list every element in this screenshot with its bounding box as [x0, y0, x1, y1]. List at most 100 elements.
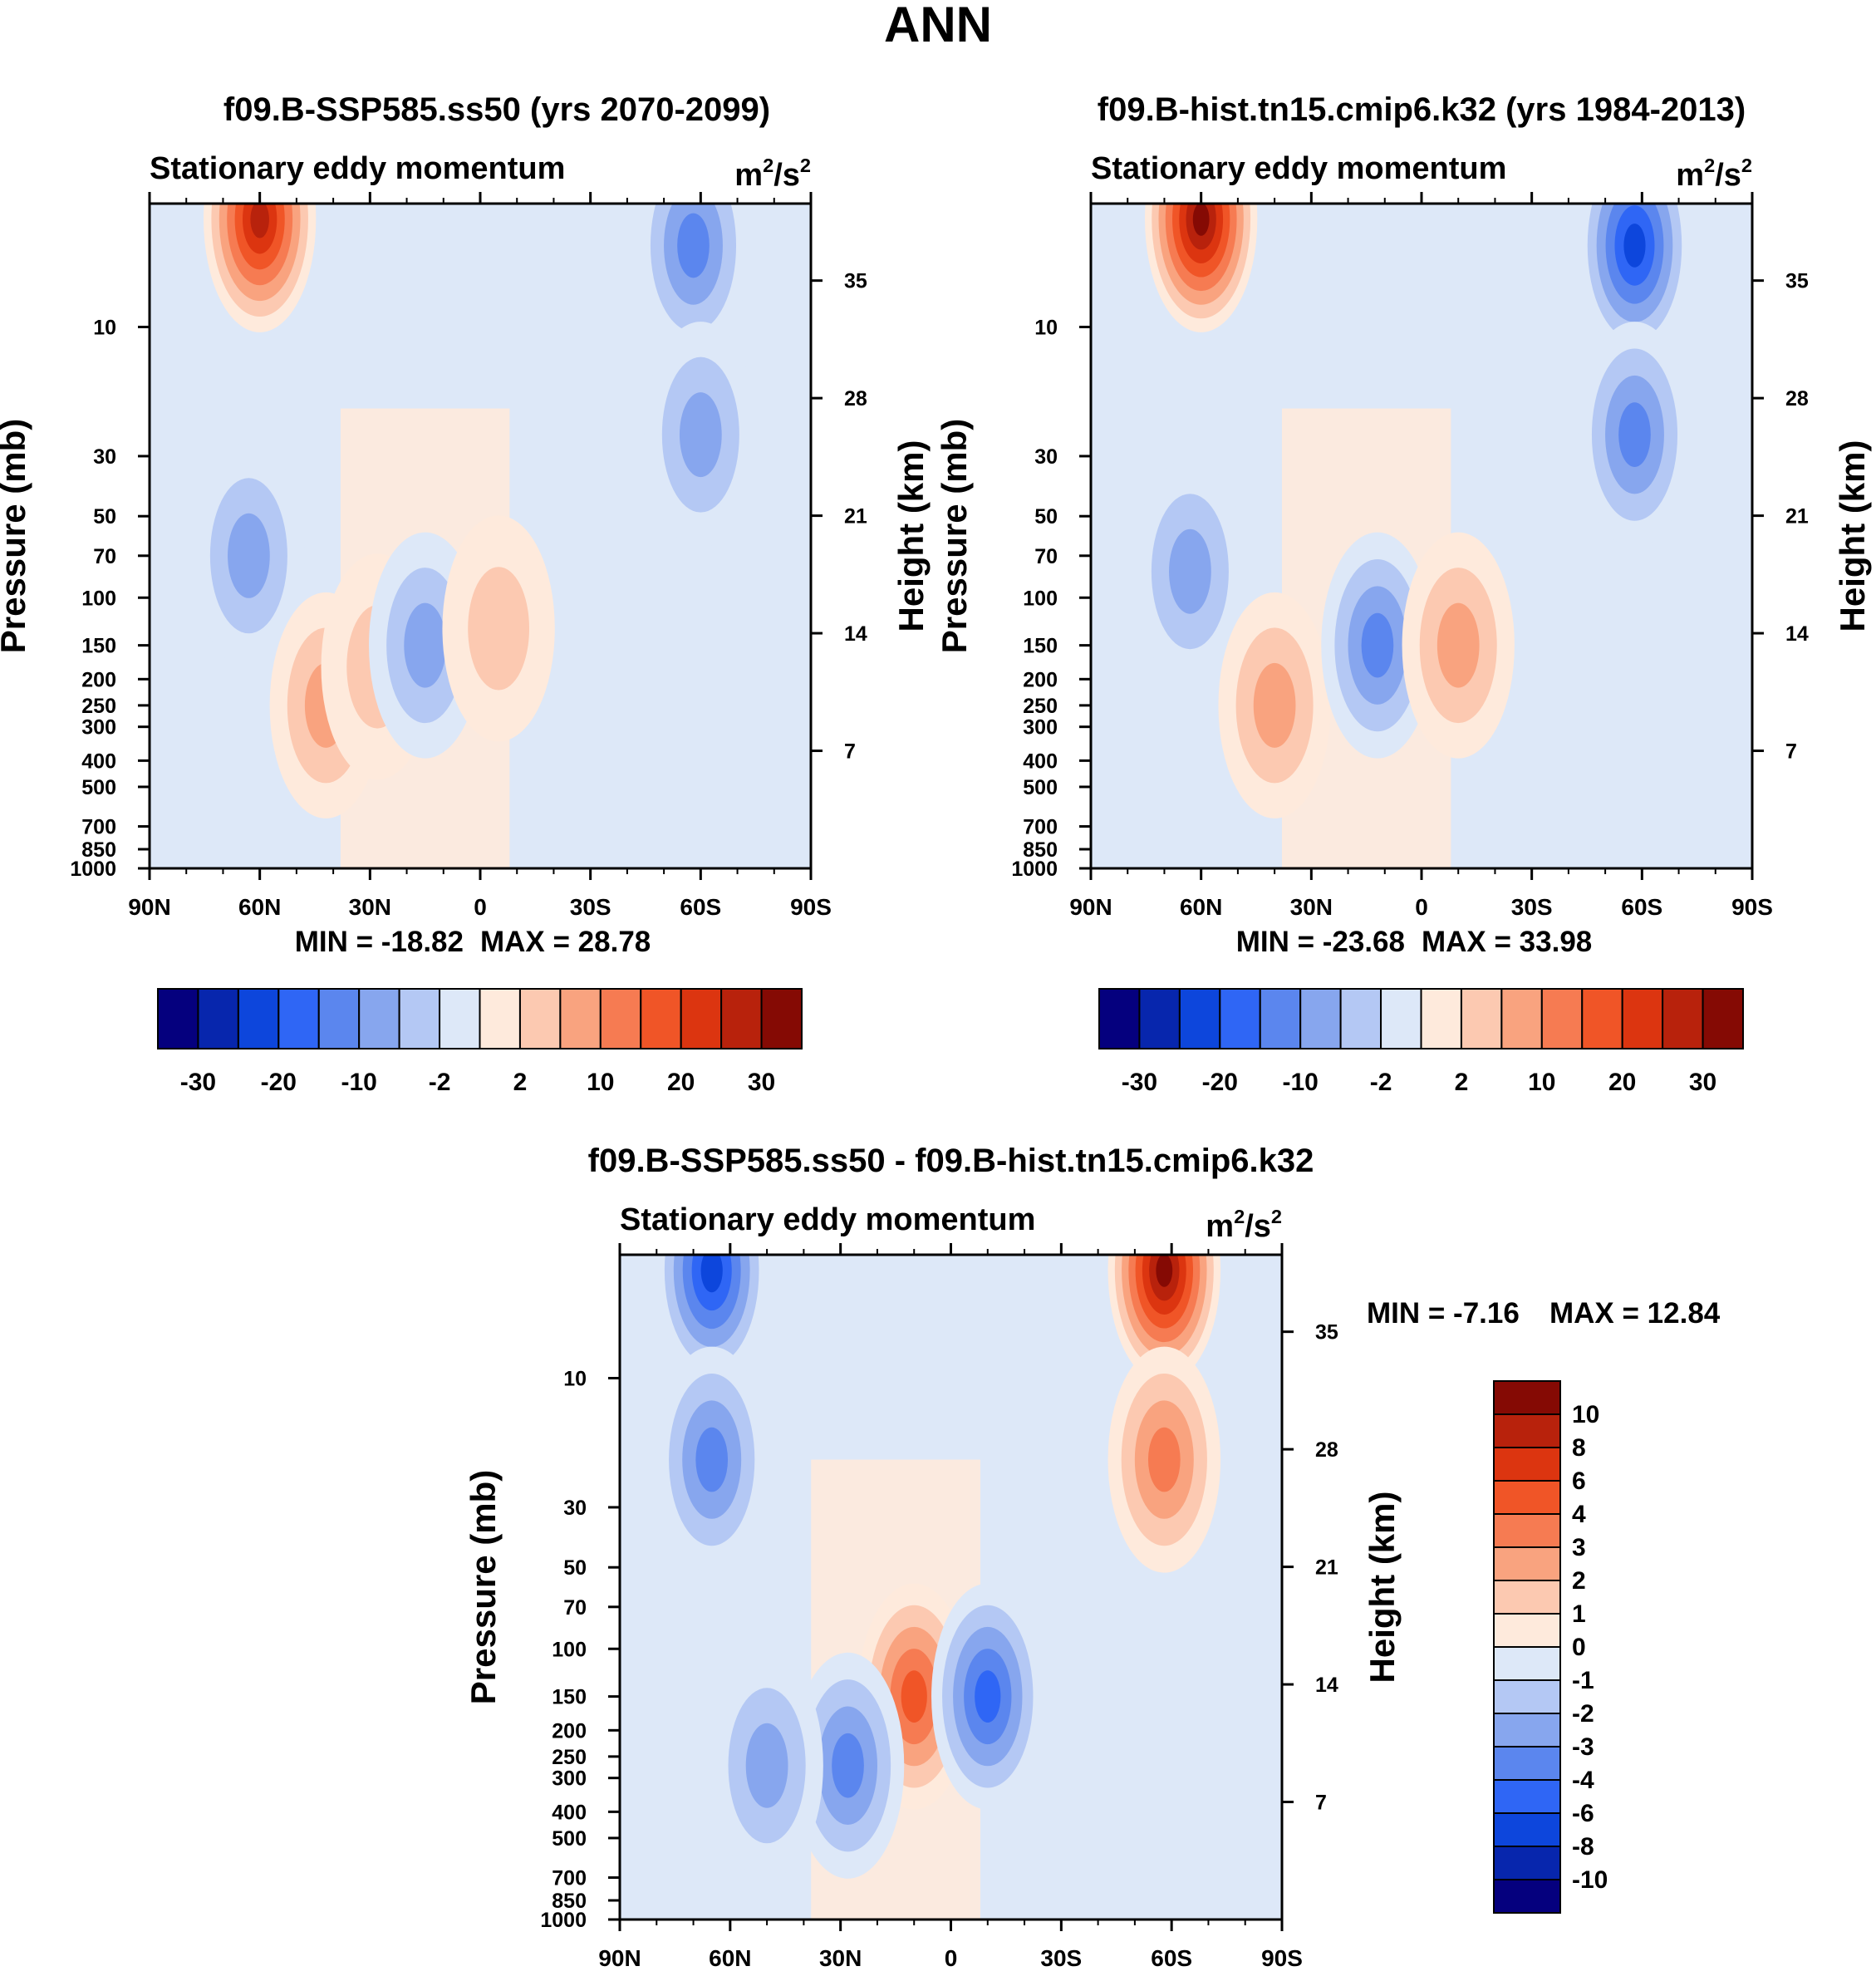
colorbar-label: 2	[1455, 1069, 1469, 1096]
colorbar-label: -2	[429, 1069, 451, 1096]
colorbar-swatch	[1493, 1380, 1561, 1415]
field-layer	[1133, 204, 1692, 868]
x-tick-label: 60S	[680, 894, 721, 920]
contour-fill-7-3	[1147, 1427, 1181, 1492]
y-axis-title: Pressure (mb)	[0, 419, 32, 653]
panel-left-label: Stationary eddy momentum	[1091, 151, 1506, 186]
colorbar-swatch	[1493, 1447, 1561, 1482]
y-tick-label: 30	[1034, 445, 1058, 469]
contour-fill-4-2	[1436, 602, 1480, 688]
colorbar-swatch	[237, 988, 280, 1049]
height-tick-label: 7	[1785, 740, 1797, 764]
max-label: MAX = 28.78	[480, 926, 651, 958]
height-tick-label: 14	[1315, 1674, 1338, 1697]
y-tick-label: 50	[93, 505, 116, 528]
colorbar-swatch	[1138, 988, 1181, 1049]
y-tick-label: 850	[81, 838, 116, 862]
height-tick-label: 35	[1785, 270, 1809, 293]
min-label: MIN = -7.16	[1367, 1297, 1520, 1330]
y-tick-label: 100	[81, 587, 116, 610]
contour-fill-6-7	[1156, 1255, 1173, 1287]
y-tick-label: 150	[552, 1686, 587, 1709]
x-tick-label: 90N	[598, 1945, 641, 1971]
panel-title: f09.B-hist.tn15.cmip6.k32 (yrs 1984-2013…	[1098, 91, 1746, 128]
colorbar-swatch	[479, 988, 521, 1049]
panel-left-label: Stationary eddy momentum	[150, 151, 565, 186]
y-tick-label: 30	[93, 445, 116, 469]
colorbar-swatch	[760, 988, 803, 1049]
x-tick-label: 30N	[819, 1945, 862, 1971]
colorbar-label: -20	[1202, 1069, 1238, 1096]
height-tick-label: 14	[844, 622, 867, 646]
colorbar-label: -3	[1572, 1733, 1594, 1761]
y-tick-label: 1000	[1011, 858, 1058, 881]
min-label: MIN = -18.82	[295, 926, 464, 958]
contour-fill-0-5	[700, 1255, 723, 1293]
panel-difference: f09.B-SSP585.ss50 - f09.B-hist.tn15.cmip…	[464, 1143, 1721, 1971]
colorbar-label: 4	[1572, 1501, 1586, 1528]
height-tick-label: 14	[1785, 622, 1809, 646]
y-tick-label: 200	[81, 668, 116, 691]
x-tick-label: 90S	[1731, 894, 1773, 920]
contour-fill-4-2	[404, 602, 447, 688]
x-tick-label: 30N	[1290, 894, 1333, 920]
colorbar-label: 1	[1572, 1600, 1586, 1628]
y-tick-label: 70	[1034, 545, 1058, 568]
contour-fill-5-1	[468, 567, 530, 691]
y-tick-label: 10	[93, 317, 116, 340]
contour-fill-1-3	[695, 1427, 729, 1492]
colorbar-swatch	[1702, 988, 1744, 1049]
y-tick-label: 250	[1023, 695, 1058, 718]
colorbar-swatch	[1178, 988, 1221, 1049]
y-tick-label: 700	[81, 816, 116, 839]
x-tick-label: 60S	[1621, 894, 1662, 920]
contour-fill-7-2	[679, 392, 722, 478]
x-tick-label: 30S	[570, 894, 611, 920]
x-tick-label: 0	[474, 894, 487, 920]
height-tick-label: 21	[1315, 1556, 1338, 1580]
colorbar-swatch	[720, 988, 763, 1049]
colorbar-swatch	[1493, 1513, 1561, 1548]
colorbar-swatch	[1493, 1679, 1561, 1714]
contour-fill-5-2	[745, 1723, 788, 1808]
colorbar-label: -30	[1122, 1069, 1157, 1096]
colorbar-label: 10	[1572, 1401, 1599, 1428]
height-tick-label: 21	[844, 505, 867, 528]
y-tick-label: 400	[552, 1801, 587, 1824]
colorbar-label: -10	[1283, 1069, 1319, 1096]
colorbar-swatch	[1540, 988, 1584, 1049]
colorbar-swatch	[1493, 1413, 1561, 1448]
x-tick-label: 60S	[1151, 1945, 1192, 1971]
colorbar-label: 3	[1572, 1534, 1586, 1561]
contour-fill-4-3	[832, 1733, 864, 1798]
colorbar-swatch	[1493, 1646, 1561, 1681]
y-tick-label: 850	[1023, 838, 1058, 862]
colorbar-swatch	[398, 988, 441, 1049]
y-axis-title-right: Height (km)	[1833, 440, 1872, 632]
colorbar-swatch	[197, 988, 239, 1049]
colorbar-swatch	[1219, 988, 1261, 1049]
height-tick-label: 28	[844, 387, 867, 410]
colorbar-swatch	[559, 988, 602, 1049]
contour-fill-2-4	[901, 1670, 927, 1723]
colorbar-label: 8	[1572, 1434, 1586, 1462]
max-label: MAX = 33.98	[1422, 926, 1592, 958]
colorbar-label: -10	[1572, 1866, 1608, 1894]
colorbar-swatch	[317, 988, 361, 1049]
colorbar-label: -8	[1572, 1833, 1594, 1861]
y-tick-label: 300	[81, 716, 116, 740]
y-tick-label: 700	[1023, 816, 1058, 839]
colorbar-label: 10	[587, 1069, 614, 1096]
colorbar-swatch	[1420, 988, 1462, 1049]
colorbar-swatch	[1493, 1812, 1561, 1847]
height-tick-label: 35	[844, 270, 867, 293]
colorbar-swatch	[1621, 988, 1664, 1049]
colorbar-label: 6	[1572, 1467, 1586, 1495]
contour-fill-6-3	[677, 213, 710, 278]
y-tick-label: 400	[81, 750, 116, 773]
y-axis-title: Pressure (mb)	[935, 419, 974, 653]
colorbar-label: 30	[1689, 1069, 1716, 1096]
y-axis-title-right: Height (km)	[891, 440, 931, 632]
colorbar-swatch	[1339, 988, 1382, 1049]
